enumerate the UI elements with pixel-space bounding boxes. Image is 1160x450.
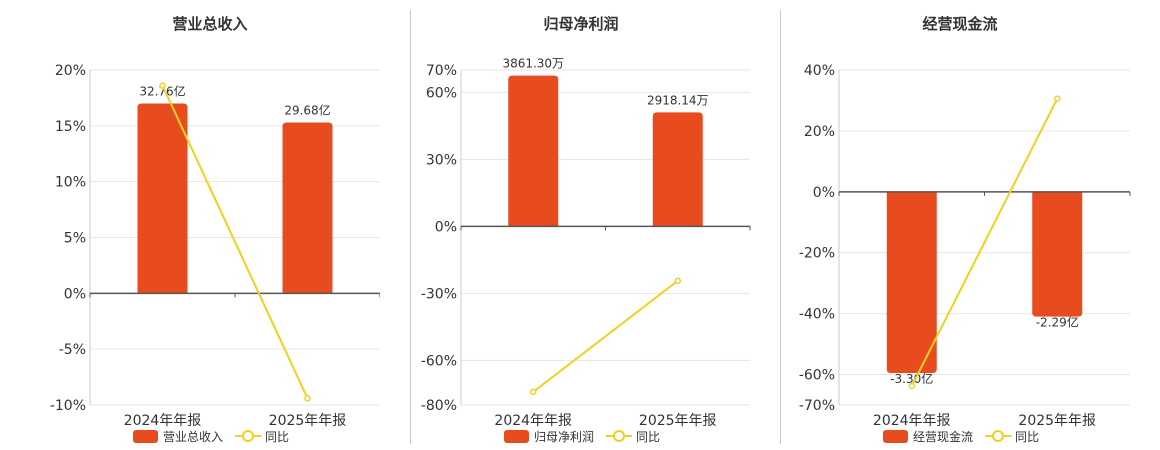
line-point [1054, 95, 1061, 102]
y-tick-label: 0% [64, 286, 86, 302]
divider [410, 10, 411, 444]
y-tick-label: 60% [426, 85, 457, 101]
chart-net-profit: 归母净利润 -80% -60% -30% 0% 30% 60% 70% 3861.30万 2918… [421, 15, 751, 444]
y-tick-label: 15% [55, 119, 86, 135]
x-tick-label: 2024年年报 [494, 413, 572, 429]
y-tick-label: 10% [55, 175, 86, 191]
bar-data-label: -2.29亿 [1036, 315, 1079, 330]
y-tick-label: -10% [50, 398, 86, 414]
y-tick-label: 20% [804, 124, 835, 140]
line-point [908, 382, 915, 390]
legend-swatch-bar [504, 430, 529, 443]
legend-label: 营业总收入 [163, 430, 223, 444]
legend-swatch-marker [992, 430, 1004, 442]
series-line [161, 85, 309, 399]
bar [137, 103, 188, 294]
y-tick-label: -70% [799, 398, 835, 414]
legend-label: 同比 [265, 430, 289, 444]
y-tick-label: 0% [435, 219, 457, 235]
legend-label: 经营现金流 [913, 429, 973, 444]
bar-data-label: 3861.30万 [502, 57, 564, 71]
bar-data-label: -3.30亿 [890, 371, 933, 386]
y-tick-label: -60% [421, 353, 457, 369]
line-point [304, 395, 311, 402]
line-point [674, 277, 681, 285]
line-point [530, 388, 537, 396]
x-tick-label: 2025年年报 [1018, 413, 1096, 429]
x-tick-label: 2025年年报 [639, 413, 717, 429]
legend-label: 归母净利润 [534, 430, 594, 444]
series-line [910, 98, 1059, 387]
y-tick-label: -80% [421, 398, 457, 414]
x-tick-label: 2025年年报 [269, 413, 347, 429]
chart-revenue: 营业总收入 -10% -5% 0% 5% 10% 15% 20% 32.76亿 29.68亿 202… [50, 15, 380, 444]
x-tick-label: 2024年年报 [873, 413, 951, 429]
y-tick-label: 20% [55, 63, 86, 79]
bar [1032, 191, 1083, 317]
chart-title: 营业总收入 [172, 15, 247, 33]
legend-swatch-marker [242, 430, 254, 442]
legend-label: 同比 [636, 430, 660, 444]
y-tick-label: -60% [799, 368, 835, 384]
legend-swatch-bar [883, 430, 908, 443]
series-line [532, 280, 679, 393]
divider [780, 10, 781, 444]
y-tick-label: -40% [799, 307, 835, 323]
legend-label: 同比 [1015, 430, 1039, 444]
y-tick-label: -20% [799, 246, 835, 262]
chart-operating-cashflow: 经营现金流 -70% -60% -40% -20% 0% 20% 40% -3.30亿 -2.29… [799, 15, 1131, 444]
legend-swatch-marker [613, 430, 625, 442]
bar-data-label: 29.68亿 [284, 102, 330, 117]
chart-title: 归母净利润 [543, 15, 618, 33]
bar [886, 191, 937, 374]
y-tick-label: 30% [426, 152, 457, 168]
bar [282, 122, 333, 294]
line-point [159, 82, 166, 89]
legend-swatch-bar [133, 430, 158, 443]
y-tick-label: 5% [64, 231, 86, 247]
bar-data-label: 2918.14万 [647, 93, 709, 107]
y-tick-label: -5% [59, 342, 86, 358]
y-tick-label: 40% [804, 63, 835, 79]
y-tick-label: 70% [426, 63, 457, 79]
bar [508, 75, 559, 227]
y-tick-label: -30% [421, 286, 457, 302]
y-tick-label: 0% [813, 185, 835, 201]
bar [652, 112, 703, 227]
x-tick-label: 2024年年报 [124, 413, 202, 429]
chart-title: 经营现金流 [922, 15, 997, 33]
bar-data-label: 32.76亿 [139, 84, 185, 99]
